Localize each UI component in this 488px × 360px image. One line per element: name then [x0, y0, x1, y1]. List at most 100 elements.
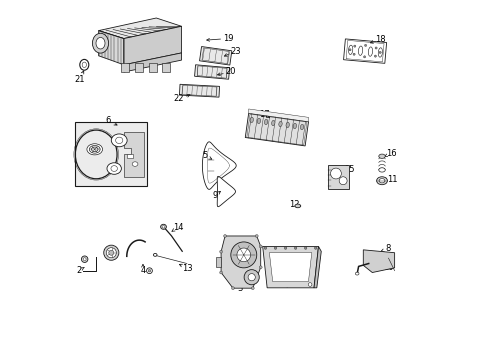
Text: 17: 17 [259, 110, 269, 119]
Ellipse shape [285, 122, 289, 128]
Ellipse shape [353, 45, 355, 47]
Text: 1: 1 [102, 249, 107, 258]
Polygon shape [343, 39, 386, 63]
Polygon shape [123, 132, 143, 177]
Ellipse shape [307, 283, 311, 286]
Ellipse shape [92, 33, 108, 53]
Ellipse shape [111, 134, 127, 147]
Bar [162, 63, 170, 72]
Text: 3: 3 [237, 284, 243, 293]
Text: 8: 8 [385, 244, 390, 253]
Ellipse shape [271, 120, 274, 126]
Text: 2: 2 [76, 266, 81, 275]
Bar [328, 165, 348, 189]
Text: 18: 18 [374, 35, 385, 44]
Ellipse shape [348, 45, 352, 55]
Ellipse shape [374, 47, 376, 49]
Ellipse shape [367, 47, 372, 56]
Polygon shape [123, 26, 181, 65]
Ellipse shape [107, 163, 121, 174]
Ellipse shape [115, 137, 122, 144]
Polygon shape [99, 31, 123, 65]
Text: 20: 20 [225, 68, 236, 77]
Polygon shape [262, 246, 318, 288]
Bar [135, 63, 142, 72]
Ellipse shape [160, 224, 166, 229]
Text: 7: 7 [284, 281, 289, 289]
Ellipse shape [257, 118, 260, 123]
Ellipse shape [378, 154, 385, 158]
Text: 23: 23 [230, 46, 240, 55]
Text: 12: 12 [288, 200, 299, 209]
Ellipse shape [300, 124, 303, 130]
Text: 21: 21 [74, 75, 85, 84]
Bar [121, 63, 129, 72]
Ellipse shape [284, 247, 286, 249]
Polygon shape [269, 253, 311, 282]
Ellipse shape [82, 62, 86, 68]
Ellipse shape [83, 258, 86, 261]
Ellipse shape [378, 51, 381, 54]
Ellipse shape [132, 162, 138, 166]
Text: 5: 5 [202, 151, 207, 160]
Text: 19: 19 [223, 34, 233, 43]
Ellipse shape [264, 247, 266, 249]
Ellipse shape [255, 235, 258, 238]
Polygon shape [179, 84, 219, 97]
Ellipse shape [249, 117, 253, 123]
Ellipse shape [247, 274, 255, 281]
Ellipse shape [378, 179, 384, 183]
Ellipse shape [244, 270, 259, 285]
Polygon shape [123, 53, 181, 72]
Ellipse shape [304, 247, 306, 249]
Text: 14: 14 [172, 223, 183, 232]
Ellipse shape [231, 287, 234, 289]
Ellipse shape [378, 48, 382, 57]
Ellipse shape [146, 268, 152, 274]
Text: 4: 4 [140, 266, 145, 275]
Polygon shape [221, 236, 260, 288]
Ellipse shape [87, 144, 102, 155]
Text: 10: 10 [383, 263, 393, 271]
Polygon shape [99, 18, 181, 39]
Ellipse shape [219, 271, 222, 274]
Ellipse shape [148, 269, 150, 272]
Bar [215, 257, 221, 267]
Polygon shape [217, 176, 235, 207]
Ellipse shape [352, 53, 354, 55]
Ellipse shape [81, 256, 88, 262]
Ellipse shape [89, 145, 100, 153]
Ellipse shape [91, 147, 98, 152]
Ellipse shape [348, 49, 350, 51]
Ellipse shape [103, 245, 119, 260]
Bar [127, 154, 133, 158]
Ellipse shape [364, 44, 366, 46]
Ellipse shape [330, 168, 341, 179]
Ellipse shape [274, 247, 276, 249]
Text: 15: 15 [343, 165, 353, 174]
Ellipse shape [373, 55, 376, 57]
Bar [75, 122, 146, 186]
Ellipse shape [259, 266, 262, 269]
Ellipse shape [80, 59, 89, 70]
Ellipse shape [162, 225, 164, 228]
Polygon shape [199, 46, 231, 65]
Ellipse shape [355, 272, 358, 275]
Text: 13: 13 [182, 264, 193, 273]
Ellipse shape [106, 248, 116, 258]
Ellipse shape [219, 250, 222, 253]
Ellipse shape [153, 253, 157, 256]
Ellipse shape [378, 168, 385, 172]
Ellipse shape [259, 245, 262, 248]
Bar [148, 63, 156, 72]
Polygon shape [248, 109, 308, 122]
Text: 11: 11 [386, 175, 397, 184]
Ellipse shape [111, 166, 117, 171]
Polygon shape [313, 246, 321, 288]
Polygon shape [194, 65, 229, 79]
Text: 22: 22 [173, 94, 184, 103]
Ellipse shape [108, 250, 114, 255]
Ellipse shape [278, 121, 282, 127]
Ellipse shape [96, 37, 105, 49]
Text: 16: 16 [386, 149, 396, 158]
